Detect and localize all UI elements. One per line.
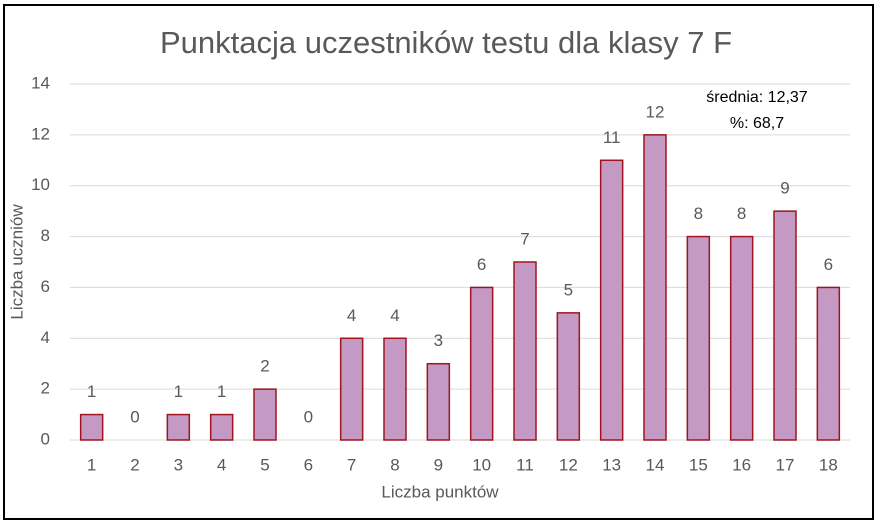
bar — [166, 413, 191, 441]
data-label: 4 — [390, 306, 399, 325]
y-tick-label: 12 — [31, 124, 50, 143]
x-tick-label: 5 — [260, 455, 269, 474]
y-tick-label: 8 — [41, 226, 50, 245]
x-tick-label: 13 — [602, 455, 621, 474]
bar — [339, 337, 364, 441]
data-label: 6 — [824, 255, 833, 274]
data-label: 12 — [646, 102, 665, 121]
y-tick-label: 0 — [41, 429, 50, 448]
data-label: 11 — [603, 128, 621, 147]
x-tick-label: 4 — [217, 455, 226, 474]
x-tick-label: 7 — [347, 455, 356, 474]
x-tick-label: 10 — [472, 455, 491, 474]
bar — [469, 286, 494, 441]
data-label: 0 — [304, 407, 313, 426]
x-tick-label: 12 — [559, 455, 578, 474]
bar — [513, 261, 537, 441]
bar — [729, 235, 754, 441]
x-tick-label: 15 — [689, 455, 708, 474]
data-label: 2 — [260, 357, 269, 376]
bar — [79, 413, 104, 441]
y-tick-label: 14 — [31, 73, 50, 92]
annotation: %: 68,7 — [730, 115, 784, 132]
bar — [686, 235, 711, 441]
bar — [383, 337, 407, 441]
data-label: 8 — [694, 204, 703, 223]
x-tick-label: 2 — [130, 455, 139, 474]
data-label: 9 — [780, 179, 789, 198]
y-tick-label: 10 — [31, 175, 50, 194]
bar — [599, 159, 624, 441]
x-tick-label: 16 — [732, 455, 751, 474]
x-tick-label: 1 — [87, 455, 96, 474]
bar — [556, 312, 581, 441]
x-tick-label: 18 — [819, 455, 838, 474]
chart-title: Punktacja uczestników testu dla klasy 7 … — [160, 25, 732, 60]
bar — [426, 362, 451, 441]
x-tick-label: 3 — [174, 455, 183, 474]
annotation: średnia: 12,37 — [706, 89, 808, 106]
x-axis-title: Liczba punktów — [381, 482, 499, 501]
x-tick-label: 9 — [434, 455, 443, 474]
data-label: 1 — [174, 382, 183, 401]
bar — [773, 210, 797, 441]
bar — [816, 286, 841, 441]
x-tick-label: 11 — [516, 455, 534, 474]
y-tick-label: 6 — [41, 277, 50, 296]
data-label: 8 — [737, 204, 746, 223]
data-label: 3 — [434, 331, 443, 350]
x-tick-label: 8 — [390, 455, 399, 474]
data-label: 1 — [87, 382, 96, 401]
data-label: 0 — [130, 407, 139, 426]
bar — [253, 388, 277, 441]
x-tick-label: 6 — [304, 455, 313, 474]
data-label: 7 — [520, 229, 529, 248]
data-label: 4 — [347, 306, 356, 325]
y-tick-label: 4 — [41, 328, 50, 347]
x-tick-label: 17 — [776, 455, 795, 474]
x-tick-label: 14 — [646, 455, 665, 474]
bar — [209, 413, 234, 441]
y-axis-title: Liczba uczniów — [7, 204, 26, 320]
bar — [643, 134, 667, 441]
data-label: 6 — [477, 255, 486, 274]
data-label: 5 — [564, 280, 573, 299]
data-label: 1 — [217, 382, 226, 401]
y-tick-label: 2 — [41, 379, 50, 398]
